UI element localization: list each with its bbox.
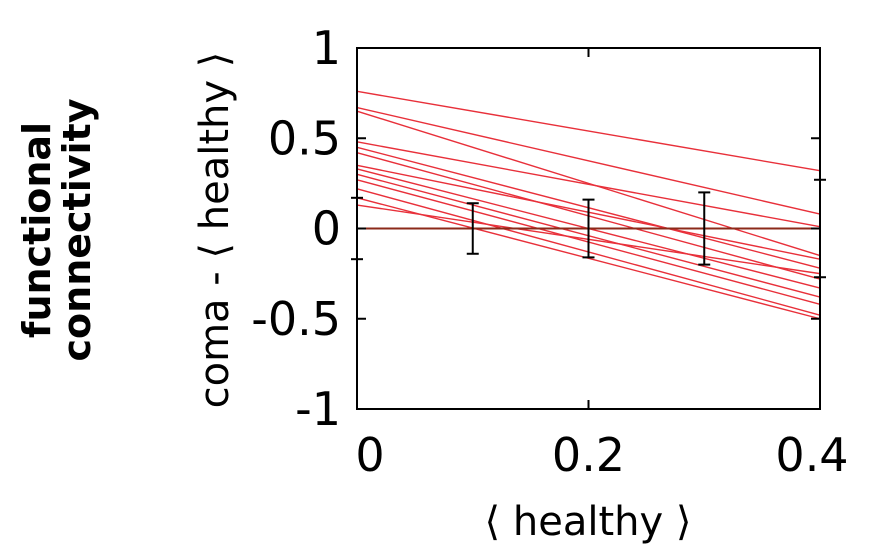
x-axis-title: ⟨ healthy ⟩ [485,499,692,545]
y-tick-label: 0.5 [268,111,341,165]
series-line-3 [356,110,821,257]
x-tick-label: 0 [355,428,384,482]
side-title-line1: functional [15,122,59,338]
error-bar-2 [466,202,479,255]
error-bar-4 [698,191,711,266]
y-tick-label: -1 [295,382,341,436]
error-bar-3 [582,198,595,259]
y-tick-label: -0.5 [251,292,341,346]
x-tick-label: 0.4 [775,428,848,482]
side-title: functional connectivity [15,98,99,361]
axis-ticks: 1 0.5 0 -0.5 -1 0 0.2 0.4 [251,21,848,482]
series-line-2 [356,106,821,215]
series-line-4 [356,141,821,228]
series-line-1 [356,90,821,172]
y-axis-title: coma - ⟨ healthy ⟩ [192,52,238,409]
y-tick-label: 0 [312,202,341,256]
plot-area [351,47,826,410]
side-title-line2: connectivity [55,98,99,361]
y-tick-label: 1 [312,21,341,75]
x-tick-label: 0.2 [552,428,625,482]
